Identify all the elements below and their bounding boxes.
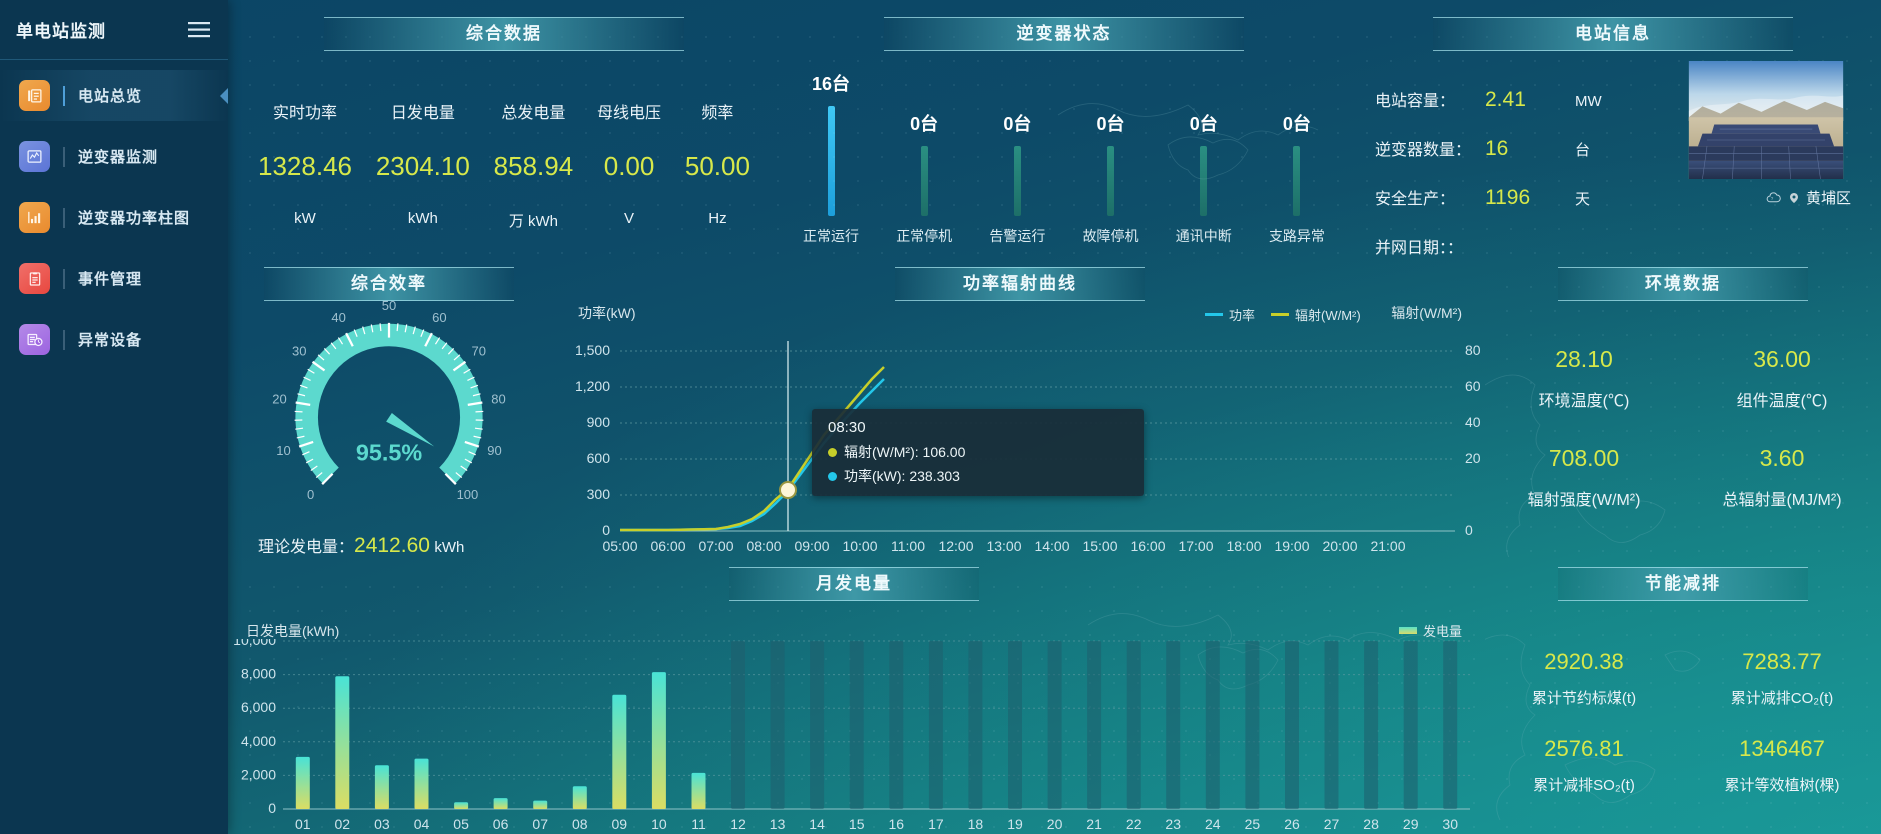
svg-text:100: 100	[457, 487, 479, 502]
svg-text:29: 29	[1403, 816, 1419, 832]
svg-text:600: 600	[587, 450, 611, 466]
svg-text:10: 10	[276, 443, 290, 458]
svg-text:11:00: 11:00	[891, 538, 925, 554]
svg-text:900: 900	[587, 414, 611, 430]
svg-text:03: 03	[374, 816, 390, 832]
svg-text:30: 30	[1442, 816, 1458, 832]
svg-text:20: 20	[272, 391, 286, 406]
svg-text:20:00: 20:00	[1322, 538, 1357, 554]
svg-text:05: 05	[453, 816, 469, 832]
svg-text:20: 20	[1047, 816, 1063, 832]
svg-text:24: 24	[1205, 816, 1221, 832]
svg-text:10: 10	[651, 816, 667, 832]
svg-text:11: 11	[691, 816, 706, 832]
svg-text:0: 0	[1465, 522, 1473, 538]
svg-text:09:00: 09:00	[794, 538, 829, 554]
svg-text:8,000: 8,000	[241, 666, 276, 682]
svg-text:15:00: 15:00	[1082, 538, 1117, 554]
svg-text:1,200: 1,200	[575, 378, 610, 394]
svg-text:28: 28	[1363, 816, 1379, 832]
svg-text:30: 30	[292, 344, 306, 359]
svg-text:06: 06	[493, 816, 509, 832]
svg-text:18: 18	[968, 816, 984, 832]
svg-text:17: 17	[928, 816, 944, 832]
svg-text:80: 80	[491, 391, 505, 406]
svg-text:400: 400	[1465, 414, 1480, 430]
svg-text:06:00: 06:00	[650, 538, 685, 554]
svg-text:12: 12	[730, 816, 746, 832]
svg-text:19:00: 19:00	[1274, 538, 1309, 554]
svg-text:19: 19	[1007, 816, 1023, 832]
svg-text:13:00: 13:00	[986, 538, 1021, 554]
svg-text:300: 300	[587, 486, 611, 502]
svg-text:13: 13	[770, 816, 786, 832]
svg-text:16:00: 16:00	[1130, 538, 1165, 554]
svg-text:10,000: 10,000	[233, 639, 276, 648]
svg-text:08: 08	[572, 816, 588, 832]
svg-text:2,000: 2,000	[241, 766, 276, 782]
svg-text:16: 16	[889, 816, 905, 832]
svg-text:21: 21	[1086, 816, 1102, 832]
svg-text:14:00: 14:00	[1034, 538, 1069, 554]
svg-text:14: 14	[809, 816, 825, 832]
svg-text:18:00: 18:00	[1226, 538, 1261, 554]
svg-text:800: 800	[1465, 342, 1480, 358]
svg-text:90: 90	[487, 443, 501, 458]
svg-text:0: 0	[307, 487, 314, 502]
svg-text:08:00: 08:00	[746, 538, 781, 554]
svg-text:70: 70	[472, 344, 486, 359]
svg-text:12:00: 12:00	[938, 538, 973, 554]
svg-text:40: 40	[331, 310, 345, 325]
svg-text:07:00: 07:00	[698, 538, 733, 554]
svg-text:17:00: 17:00	[1178, 538, 1213, 554]
svg-text:25: 25	[1245, 816, 1261, 832]
svg-text:15: 15	[849, 816, 865, 832]
svg-text:6,000: 6,000	[241, 699, 276, 715]
svg-text:600: 600	[1465, 378, 1480, 394]
svg-text:05:00: 05:00	[602, 538, 637, 554]
svg-text:04: 04	[414, 816, 430, 832]
svg-text:02: 02	[335, 816, 351, 832]
svg-text:?: ?	[1771, 196, 1774, 201]
svg-text:0: 0	[268, 800, 276, 816]
svg-text:10:00: 10:00	[842, 538, 877, 554]
svg-text:60: 60	[432, 310, 446, 325]
svg-text:09: 09	[612, 816, 628, 832]
svg-text:26: 26	[1284, 816, 1300, 832]
svg-text:21:00: 21:00	[1370, 538, 1405, 554]
svg-text:27: 27	[1324, 816, 1340, 832]
svg-text:1,500: 1,500	[575, 342, 610, 358]
svg-text:07: 07	[532, 816, 548, 832]
svg-text:200: 200	[1465, 450, 1480, 466]
svg-text:01: 01	[295, 816, 311, 832]
svg-text:95.5%: 95.5%	[356, 440, 423, 466]
svg-text:4,000: 4,000	[241, 733, 276, 749]
svg-text:22: 22	[1126, 816, 1142, 832]
svg-text:23: 23	[1165, 816, 1181, 832]
svg-text:0: 0	[602, 522, 610, 538]
